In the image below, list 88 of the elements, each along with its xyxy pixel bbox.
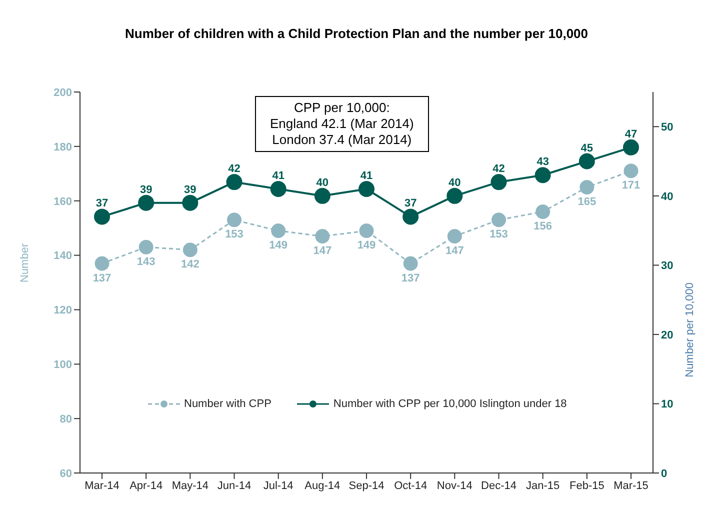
x-tick-label: Dec-14 bbox=[481, 480, 516, 492]
x-tick-label: Oct-14 bbox=[394, 480, 428, 492]
point bbox=[623, 139, 639, 156]
data-label: 171 bbox=[622, 180, 640, 192]
point bbox=[182, 242, 198, 258]
x-tick-label: May-14 bbox=[172, 480, 209, 492]
annotation: London 37.4 (Mar 2014) bbox=[271, 132, 413, 148]
point bbox=[534, 167, 551, 184]
point bbox=[226, 174, 242, 190]
data-label: 142 bbox=[180, 258, 200, 271]
y-tick-label: 200 bbox=[54, 86, 72, 99]
x-tick-label: Aug-14 bbox=[304, 480, 340, 492]
x-tick-label: Nov-14 bbox=[436, 480, 472, 492]
annotation: England 42.1 (Mar 2014) bbox=[270, 116, 414, 132]
data-label: 147 bbox=[313, 245, 332, 258]
x-tick-label: Mar-14 bbox=[84, 480, 120, 492]
point bbox=[138, 240, 154, 254]
y2-axis-title: Number per 10,000 bbox=[684, 282, 696, 378]
x-tick-label: Apr-14 bbox=[130, 480, 163, 492]
chart-title: Number of children with a Child Protection Plan and the number per 10,000 bbox=[124, 26, 590, 41]
data-label: 156 bbox=[534, 220, 552, 233]
x-tick-label: Jul-14 bbox=[263, 480, 294, 492]
x-tick-label: Jun-14 bbox=[217, 480, 252, 492]
point bbox=[94, 208, 110, 225]
data-label: 41 bbox=[272, 170, 284, 182]
y2-tick-label: 20 bbox=[661, 329, 674, 342]
y-tick-label: 100 bbox=[54, 359, 72, 372]
y-tick-label: 180 bbox=[54, 141, 72, 154]
point bbox=[490, 174, 507, 190]
data-label: 149 bbox=[357, 240, 376, 252]
point bbox=[314, 188, 330, 204]
point bbox=[359, 224, 374, 238]
point bbox=[315, 228, 330, 244]
data-label: 137 bbox=[401, 272, 420, 284]
note-box: CPP per 10,000: England 42.1 (Mar 2014) London 37.4 (Mar 2014) bbox=[255, 96, 429, 152]
y2-tick-label: 30 bbox=[661, 260, 674, 272]
data-label: 41 bbox=[360, 170, 373, 182]
y2-tick-label: 10 bbox=[661, 398, 674, 411]
data-label: 45 bbox=[580, 142, 594, 154]
point bbox=[578, 153, 595, 170]
point bbox=[94, 256, 110, 271]
y-tick-label: 160 bbox=[54, 196, 72, 208]
point bbox=[624, 164, 638, 178]
data-label: 149 bbox=[269, 240, 288, 252]
y-tick-label: 120 bbox=[54, 304, 72, 317]
x-tick-label: Feb-15 bbox=[569, 480, 604, 492]
legend-label: Number with CPP bbox=[184, 398, 272, 410]
point bbox=[227, 212, 242, 228]
data-label: 39 bbox=[140, 184, 152, 196]
annotation: CPP per 10,000: bbox=[292, 100, 391, 116]
data-label: 42 bbox=[228, 163, 240, 176]
point bbox=[402, 208, 419, 225]
y-tick-label: 80 bbox=[60, 413, 72, 426]
x-tick-label: Jan-15 bbox=[526, 480, 560, 492]
point bbox=[580, 180, 594, 194]
y2-tick-label: 0 bbox=[661, 468, 668, 480]
data-label: 47 bbox=[624, 128, 638, 140]
legend-label: Number with CPP per 10,000 Islington under 18 bbox=[333, 398, 567, 410]
y2-tick-label: 40 bbox=[661, 190, 674, 203]
y2-tick-label: 50 bbox=[661, 122, 674, 134]
x-tick-label: Sep-14 bbox=[348, 480, 384, 492]
point bbox=[138, 194, 154, 211]
data-label: 165 bbox=[578, 196, 596, 208]
data-label: 40 bbox=[448, 176, 461, 189]
data-label: 42 bbox=[492, 163, 505, 176]
point bbox=[446, 188, 463, 204]
data-label: 43 bbox=[536, 156, 549, 168]
data-label: 153 bbox=[225, 228, 244, 241]
point bbox=[271, 224, 286, 238]
data-label: 37 bbox=[96, 198, 108, 210]
y-axis-title: Number bbox=[18, 243, 31, 282]
point bbox=[182, 194, 198, 211]
point bbox=[447, 228, 462, 244]
point bbox=[403, 256, 418, 271]
data-label: 143 bbox=[136, 256, 156, 268]
data-label: 40 bbox=[316, 176, 329, 189]
data-label: 137 bbox=[92, 272, 112, 284]
point bbox=[270, 180, 286, 197]
point bbox=[536, 204, 550, 219]
point bbox=[358, 180, 374, 197]
point bbox=[492, 212, 506, 228]
y-tick-label: 140 bbox=[54, 250, 72, 262]
y-tick-label: 60 bbox=[60, 468, 72, 480]
data-label: 39 bbox=[184, 184, 196, 196]
data-label: 37 bbox=[404, 198, 417, 210]
data-label: 147 bbox=[445, 245, 464, 258]
x-tick-label: Mar-15 bbox=[614, 480, 648, 492]
data-label: 153 bbox=[490, 228, 508, 241]
